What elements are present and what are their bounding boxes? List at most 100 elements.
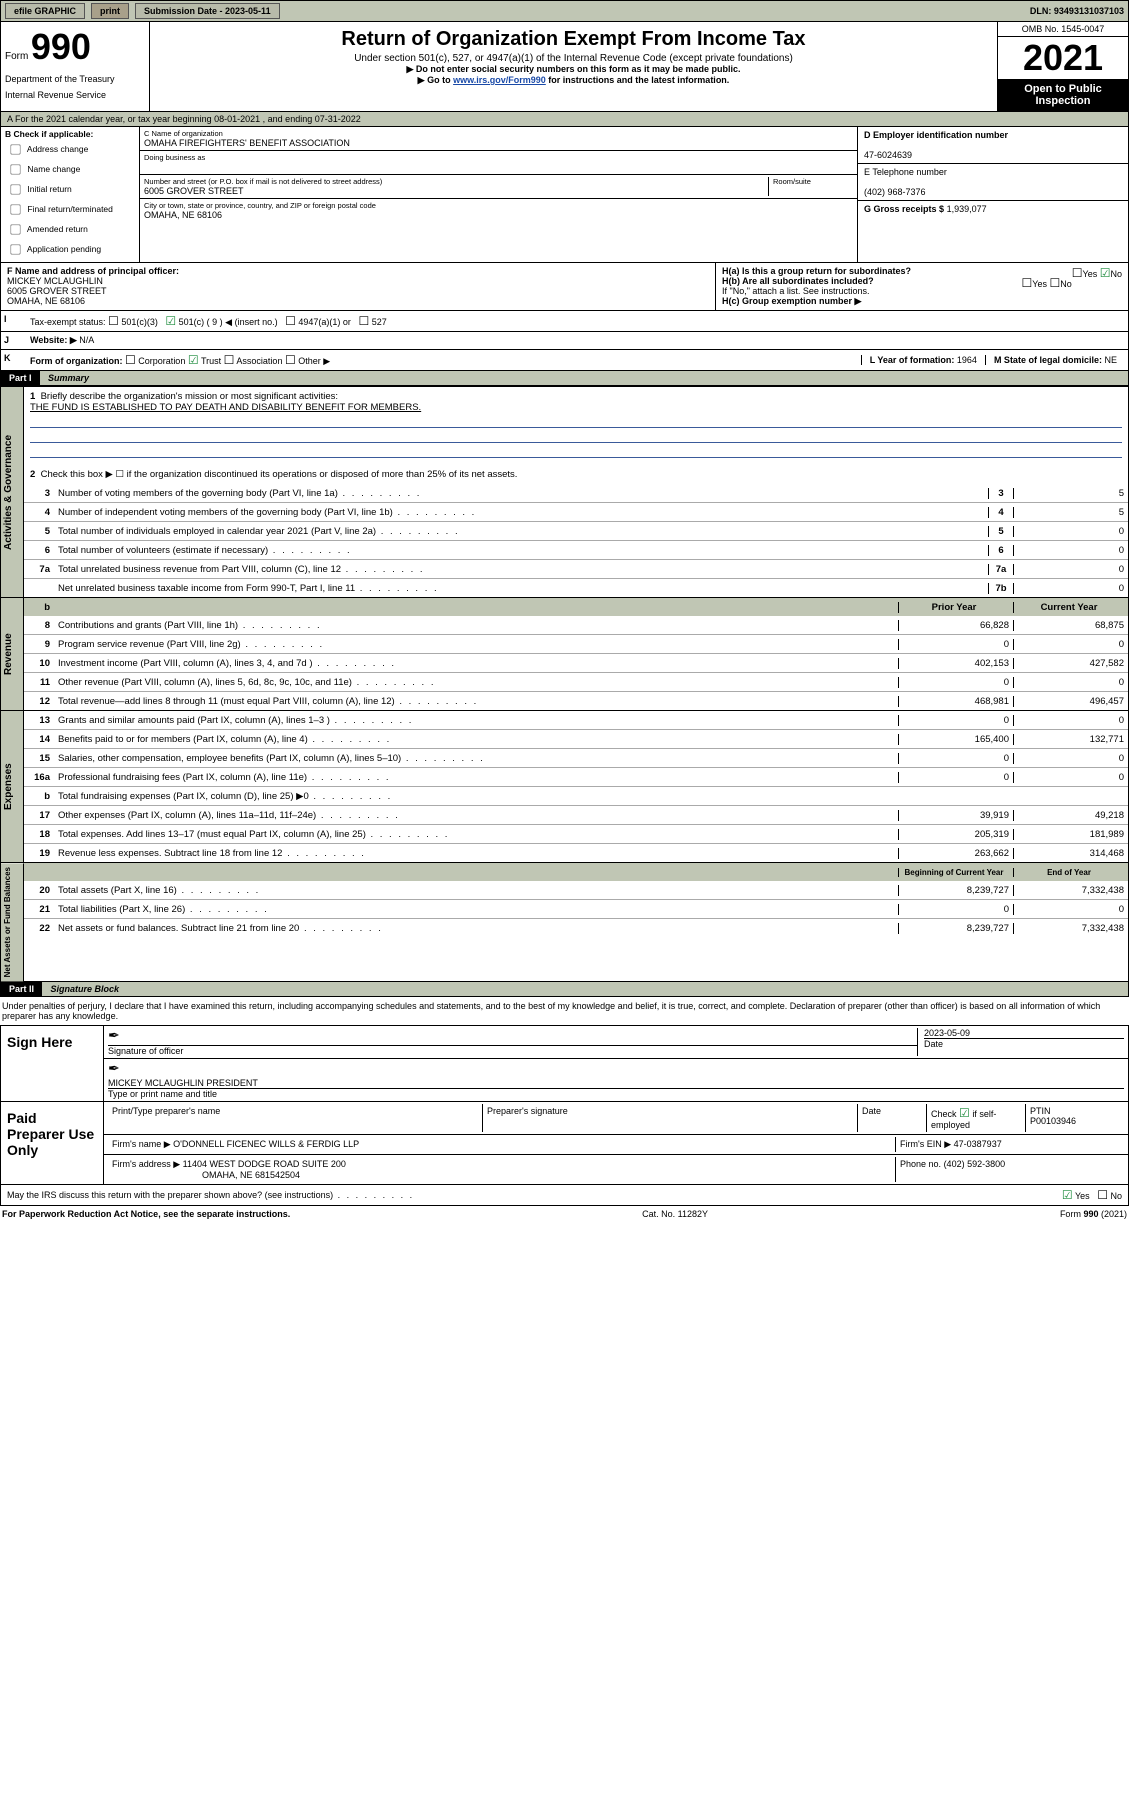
summary-line: 15Salaries, other compensation, employee… [24,748,1128,767]
summary-line: 8Contributions and grants (Part VIII, li… [24,616,1128,634]
org-name: OMAHA FIREFIGHTERS' BENEFIT ASSOCIATION [144,138,853,148]
row-i: I Tax-exempt status: 501(c)(3) 501(c) ( … [0,311,1129,332]
cb-trust[interactable] [188,356,199,366]
row-k: K Form of organization: Corporation Trus… [0,350,1129,371]
tax-year: 2021 [998,37,1128,79]
ha-no[interactable] [1100,269,1111,279]
officer-label: F Name and address of principal officer: [7,266,179,276]
irs-link[interactable]: www.irs.gov/Form990 [453,75,546,85]
identity-grid: B Check if applicable: Address change Na… [0,127,1129,263]
print-button[interactable]: print [91,3,129,19]
cb-self-employed[interactable] [959,1109,970,1119]
cb-4947[interactable] [285,317,296,327]
preparer-name-hdr: Print/Type preparer's name [108,1104,482,1132]
officer-addr1: 6005 GROVER STREET [7,286,107,296]
room-label: Room/suite [773,177,853,186]
date-label: Date [924,1038,1124,1049]
tax-year-range: A For the 2021 calendar year, or tax yea… [0,111,1129,127]
summary-line: 6Total number of volunteers (estimate if… [24,540,1128,559]
summary-line: 19Revenue less expenses. Subtract line 1… [24,843,1128,862]
col-b-header: B Check if applicable: [5,129,93,139]
summary-line: bTotal fundraising expenses (Part IX, co… [24,786,1128,805]
prior-year-hdr: Prior Year [898,602,1013,613]
netassets-block: Net Assets or Fund Balances Beginning of… [0,863,1129,982]
hb-no[interactable] [1049,279,1060,289]
firm-name: O'DONNELL FICENEC WILLS & FERDIG LLP [173,1139,359,1149]
row-k-label: K [1,350,27,370]
cb-501c3[interactable] [108,317,119,327]
phone: (402) 968-7376 [864,187,926,197]
part2-header: Part II [1,982,42,996]
sub3-post: for instructions and the latest informat… [546,75,730,85]
cb-501c[interactable] [165,317,176,327]
dln: DLN: 93493131037103 [1030,6,1124,16]
row-j: J Website: ▶ N/A [0,332,1129,350]
tax-status-label: Tax-exempt status: [30,317,106,327]
subtitle-2: ▶ Do not enter social security numbers o… [156,64,991,75]
cb-corp[interactable] [125,356,136,366]
cb-final-return[interactable]: Final return/terminated [5,200,135,219]
part2-title: Signature Block [45,982,126,996]
firm-phone: (402) 592-3800 [944,1159,1006,1169]
side-netassets: Net Assets or Fund Balances [1,863,24,981]
footer-mid: Cat. No. 11282Y [642,1209,708,1219]
domicile: NE [1104,355,1117,365]
dba-label: Doing business as [144,153,853,162]
summary-line: 10Investment income (Part VIII, column (… [24,653,1128,672]
submission-date: Submission Date - 2023-05-11 [135,3,280,19]
summary-line: 21Total liabilities (Part X, line 26)00 [24,899,1128,918]
firm-ein-label: Firm's EIN ▶ [900,1139,951,1149]
line2-num: 2 [30,469,35,480]
firm-addr1: 11404 WEST DODGE ROAD SUITE 200 [183,1159,346,1169]
cb-527[interactable] [358,317,369,327]
side-governance: Activities & Governance [1,387,24,597]
summary-line: 4Number of independent voting members of… [24,502,1128,521]
summary-line: 18Total expenses. Add lines 13–17 (must … [24,824,1128,843]
current-year-hdr: Current Year [1013,602,1128,613]
line1-num: 1 [30,391,35,402]
col-c: C Name of organization OMAHA FIREFIGHTER… [140,127,857,262]
firm-ein: 47-0387937 [954,1139,1002,1149]
summary-line: 17Other expenses (Part IX, column (A), l… [24,805,1128,824]
efile-button[interactable]: efile GRAPHIC [5,3,85,19]
summary-line: 14Benefits paid to or for members (Part … [24,729,1128,748]
ha-yes[interactable] [1072,269,1083,279]
sig-officer-label: Signature of officer [108,1045,917,1056]
officer-name: MICKEY MCLAUGHLIN [7,276,103,286]
form-number: 990 [31,26,91,67]
row-j-label: J [1,332,27,349]
ha-label: H(a) Is this a group return for subordin… [722,266,911,276]
cb-name-change[interactable]: Name change [5,160,135,179]
rev-hdr-n: b [24,602,56,613]
topbar: efile GRAPHIC print Submission Date - 20… [0,0,1129,22]
cb-address-change[interactable]: Address change [5,140,135,159]
hb-yes[interactable] [1022,279,1033,289]
sign-date: 2023-05-09 [924,1028,1124,1038]
form-title: Return of Organization Exempt From Incom… [156,28,991,51]
hb-label: H(b) Are all subordinates included? [722,276,874,286]
firm-phone-label: Phone no. [900,1159,941,1169]
summary-line: 7aTotal unrelated business revenue from … [24,559,1128,578]
discuss-yes[interactable] [1062,1191,1073,1201]
ptin: P00103946 [1030,1116,1076,1126]
end-year-hdr: End of Year [1013,868,1128,877]
preparer-sig-hdr: Preparer's signature [482,1104,857,1132]
cb-initial-return[interactable]: Initial return [5,180,135,199]
domicile-label: M State of legal domicile: [994,355,1102,365]
discuss-no[interactable] [1097,1191,1108,1201]
city-label: City or town, state or province, country… [144,201,853,210]
mission-text: THE FUND IS ESTABLISHED TO PAY DEATH AND… [30,402,421,413]
cb-pending[interactable]: Application pending [5,240,135,259]
street-address: 6005 GROVER STREET [144,186,768,196]
form-word: Form [5,51,28,62]
officer-addr2: OMAHA, NE 68106 [7,296,85,306]
penalties-text: Under penalties of perjury, I declare th… [0,997,1129,1025]
expenses-block: Expenses 13Grants and similar amounts pa… [0,711,1129,863]
cb-amended[interactable]: Amended return [5,220,135,239]
form-header: Form 990 Department of the Treasury Inte… [0,22,1129,111]
footer-left: For Paperwork Reduction Act Notice, see … [2,1209,290,1219]
part1-title: Summary [42,371,95,385]
summary-line: 16aProfessional fundraising fees (Part I… [24,767,1128,786]
cb-assoc[interactable] [224,356,235,366]
cb-other[interactable] [285,356,296,366]
